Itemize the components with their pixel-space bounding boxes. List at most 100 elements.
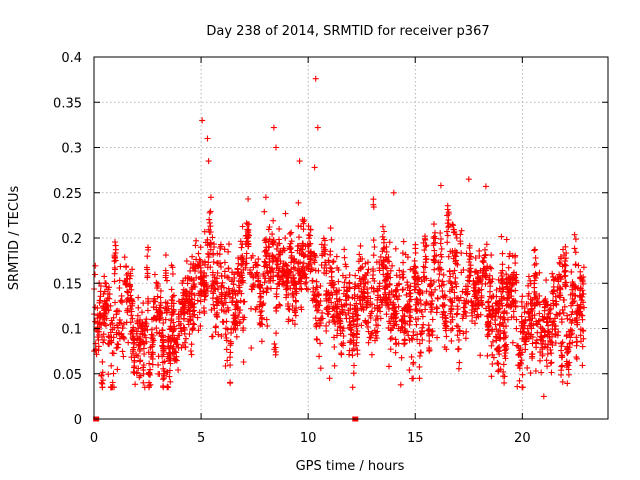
data-point	[430, 256, 437, 263]
data-point	[336, 323, 343, 330]
data-point	[336, 287, 343, 294]
data-point	[106, 284, 112, 291]
data-point	[567, 326, 574, 333]
data-point	[356, 251, 363, 258]
data-point	[162, 267, 169, 274]
data-point	[423, 242, 430, 249]
data-point	[351, 362, 357, 369]
data-point	[497, 366, 504, 373]
data-point	[521, 309, 528, 316]
data-point	[408, 335, 415, 342]
data-point	[277, 258, 284, 265]
data-point	[207, 223, 214, 230]
data-point	[386, 258, 393, 265]
data-point	[262, 194, 269, 201]
data-point	[236, 318, 243, 325]
data-point	[562, 243, 569, 250]
data-point	[329, 291, 336, 298]
data-point	[209, 333, 216, 340]
data-point	[117, 298, 124, 305]
data-point	[503, 236, 510, 243]
data-point	[140, 345, 147, 352]
data-point	[463, 328, 470, 335]
data-point	[170, 311, 176, 317]
data-point	[411, 257, 418, 264]
data-point	[296, 158, 303, 165]
data-point	[398, 354, 405, 361]
data-point	[519, 349, 526, 356]
data-point	[476, 247, 483, 254]
data-point	[503, 302, 510, 309]
data-point	[412, 241, 419, 248]
data-point	[154, 285, 160, 291]
data-point	[558, 363, 565, 370]
data-point	[218, 289, 225, 296]
data-point	[191, 281, 198, 288]
data-point	[453, 234, 460, 241]
data-point	[557, 274, 564, 281]
data-point	[396, 267, 403, 274]
data-point	[237, 297, 244, 304]
data-point	[300, 226, 307, 233]
data-point	[502, 334, 509, 341]
data-point	[201, 258, 208, 265]
data-point	[331, 362, 338, 369]
data-point	[299, 263, 306, 270]
data-point	[386, 363, 392, 370]
data-point	[339, 306, 346, 313]
data-point	[458, 250, 465, 257]
data-point	[207, 264, 214, 271]
data-point	[94, 305, 101, 312]
data-point	[580, 290, 587, 297]
data-point	[426, 347, 433, 354]
data-point	[387, 267, 394, 274]
data-point	[172, 348, 179, 355]
data-point	[419, 313, 426, 320]
data-point	[540, 393, 547, 400]
data-point	[263, 289, 270, 296]
data-point	[455, 345, 462, 352]
data-point	[99, 384, 106, 391]
data-point	[259, 321, 266, 328]
data-point	[105, 371, 112, 378]
data-point	[513, 279, 520, 286]
data-point	[501, 309, 508, 316]
data-point	[377, 315, 384, 322]
data-point	[532, 368, 539, 374]
data-point	[329, 282, 336, 289]
data-point	[386, 239, 393, 246]
data-point	[139, 320, 146, 327]
data-point	[361, 290, 368, 297]
data-point	[125, 339, 132, 346]
data-point	[390, 189, 397, 196]
data-point	[498, 233, 505, 240]
data-point	[547, 337, 554, 344]
data-point	[512, 260, 519, 267]
data-point	[173, 341, 180, 348]
data-point	[181, 326, 188, 333]
data-point	[433, 304, 440, 311]
data-point	[533, 344, 540, 351]
data-point	[313, 336, 320, 342]
data-point	[111, 384, 117, 391]
data-point	[287, 230, 294, 237]
data-point	[510, 308, 517, 315]
data-point	[333, 291, 340, 298]
data-point	[234, 265, 241, 272]
data-point	[251, 282, 258, 289]
data-point	[197, 264, 204, 271]
data-point	[448, 327, 454, 334]
data-point	[225, 307, 232, 314]
data-point	[367, 295, 374, 302]
data-point	[323, 322, 330, 329]
data-point	[466, 259, 473, 265]
data-point	[385, 294, 392, 301]
data-point	[225, 248, 232, 255]
data-point	[129, 266, 136, 273]
data-point	[383, 283, 390, 290]
data-point	[499, 250, 506, 257]
data-point	[175, 332, 182, 339]
data-point	[331, 318, 338, 325]
data-point	[579, 312, 586, 319]
data-point	[317, 283, 324, 289]
